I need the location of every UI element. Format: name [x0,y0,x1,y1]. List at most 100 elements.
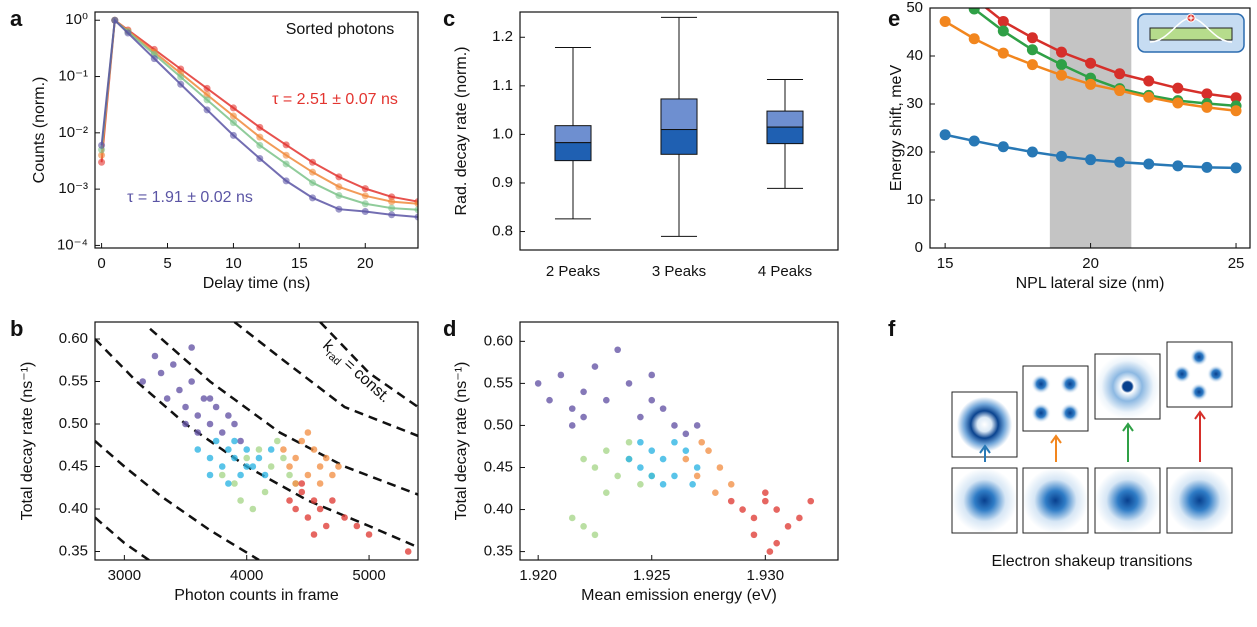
marker [256,141,264,149]
point [625,438,633,446]
marker [309,158,317,166]
marker [361,185,369,193]
point [671,422,678,429]
x-axis-label: Delay time (ns) [203,275,311,292]
point [580,413,587,421]
point [689,481,696,488]
point [796,514,803,522]
point [292,454,299,462]
point [705,447,712,454]
point [557,371,565,379]
point [255,454,263,462]
excited-state [1094,353,1161,420]
point [310,531,318,538]
point [139,378,147,385]
inset-schematic [1137,13,1245,53]
y-tick-label: 0.45 [59,457,88,474]
point [365,531,373,538]
point [648,447,656,454]
box-upper [766,110,804,128]
y-tick-label: 0.50 [484,416,513,433]
point [603,489,610,497]
plot-area [554,16,804,237]
point [151,352,159,360]
point [225,412,232,419]
x-tick-label: 3000 [108,567,141,584]
marker [997,141,1009,153]
chart-panel: 0 10 20 30 40 50 15 20 25 e NPL lateral size (nm) E… [888,0,1251,292]
point [218,429,226,436]
panel-letter: a [10,6,23,31]
point [188,378,195,385]
point [298,480,306,487]
marker [309,179,317,187]
marker [335,183,343,191]
marker [282,177,290,185]
marker [968,8,980,15]
point [546,396,553,404]
y-tick-label: 1.0 [492,125,513,142]
point [591,531,599,539]
marker [1026,44,1038,56]
plot-area [98,16,418,221]
marker [124,29,132,37]
marker [1085,154,1097,166]
point [659,405,667,412]
point [243,463,251,470]
point [249,505,257,513]
annotation-text: τ = 1.91 ± 0.02 ns [127,189,253,206]
marker [1143,75,1155,87]
constant-rate-curve [319,322,418,409]
y-tick-label: 0.40 [484,501,513,518]
point [249,463,257,470]
y-tick-label: 50 [906,0,923,16]
point [225,480,232,487]
marker [388,204,396,212]
point [170,361,177,368]
y-tick-label: 30 [906,95,923,112]
point [304,429,312,436]
y-tick-label: 0.60 [484,332,513,349]
point [762,489,769,497]
point [693,464,701,471]
marker [1055,150,1067,162]
point [218,463,226,470]
point [286,463,293,470]
point [568,405,576,412]
marker [1055,69,1067,81]
point [273,437,281,445]
plot-area [95,322,418,560]
ground-state [951,467,1018,534]
arrow [1122,422,1134,462]
y-tick-label: 0.60 [59,330,88,347]
marker [98,151,106,159]
marker [1026,59,1038,71]
point [671,438,678,446]
arrow [1050,434,1062,462]
arrow [1194,410,1206,462]
x-tick-label: 15 [291,255,308,272]
point [194,412,202,419]
marker [256,123,264,131]
x-tick-label: 5 [163,255,171,272]
marker [282,160,290,168]
plot-area [939,8,1242,248]
plot-frame [519,11,839,251]
point [212,437,220,445]
point [637,438,644,446]
point [231,420,238,428]
y-tick-label: 1.2 [492,28,513,45]
point [762,497,769,505]
marker [150,55,158,63]
marker [1172,160,1184,172]
marker [229,119,237,127]
panel-letter: e [888,6,900,31]
point [727,481,735,488]
annotation: krad= const. [317,337,393,408]
y-tick-label: 10 [906,191,923,208]
marker [1230,162,1242,174]
point [292,505,299,513]
point [739,506,746,513]
point [316,480,324,487]
